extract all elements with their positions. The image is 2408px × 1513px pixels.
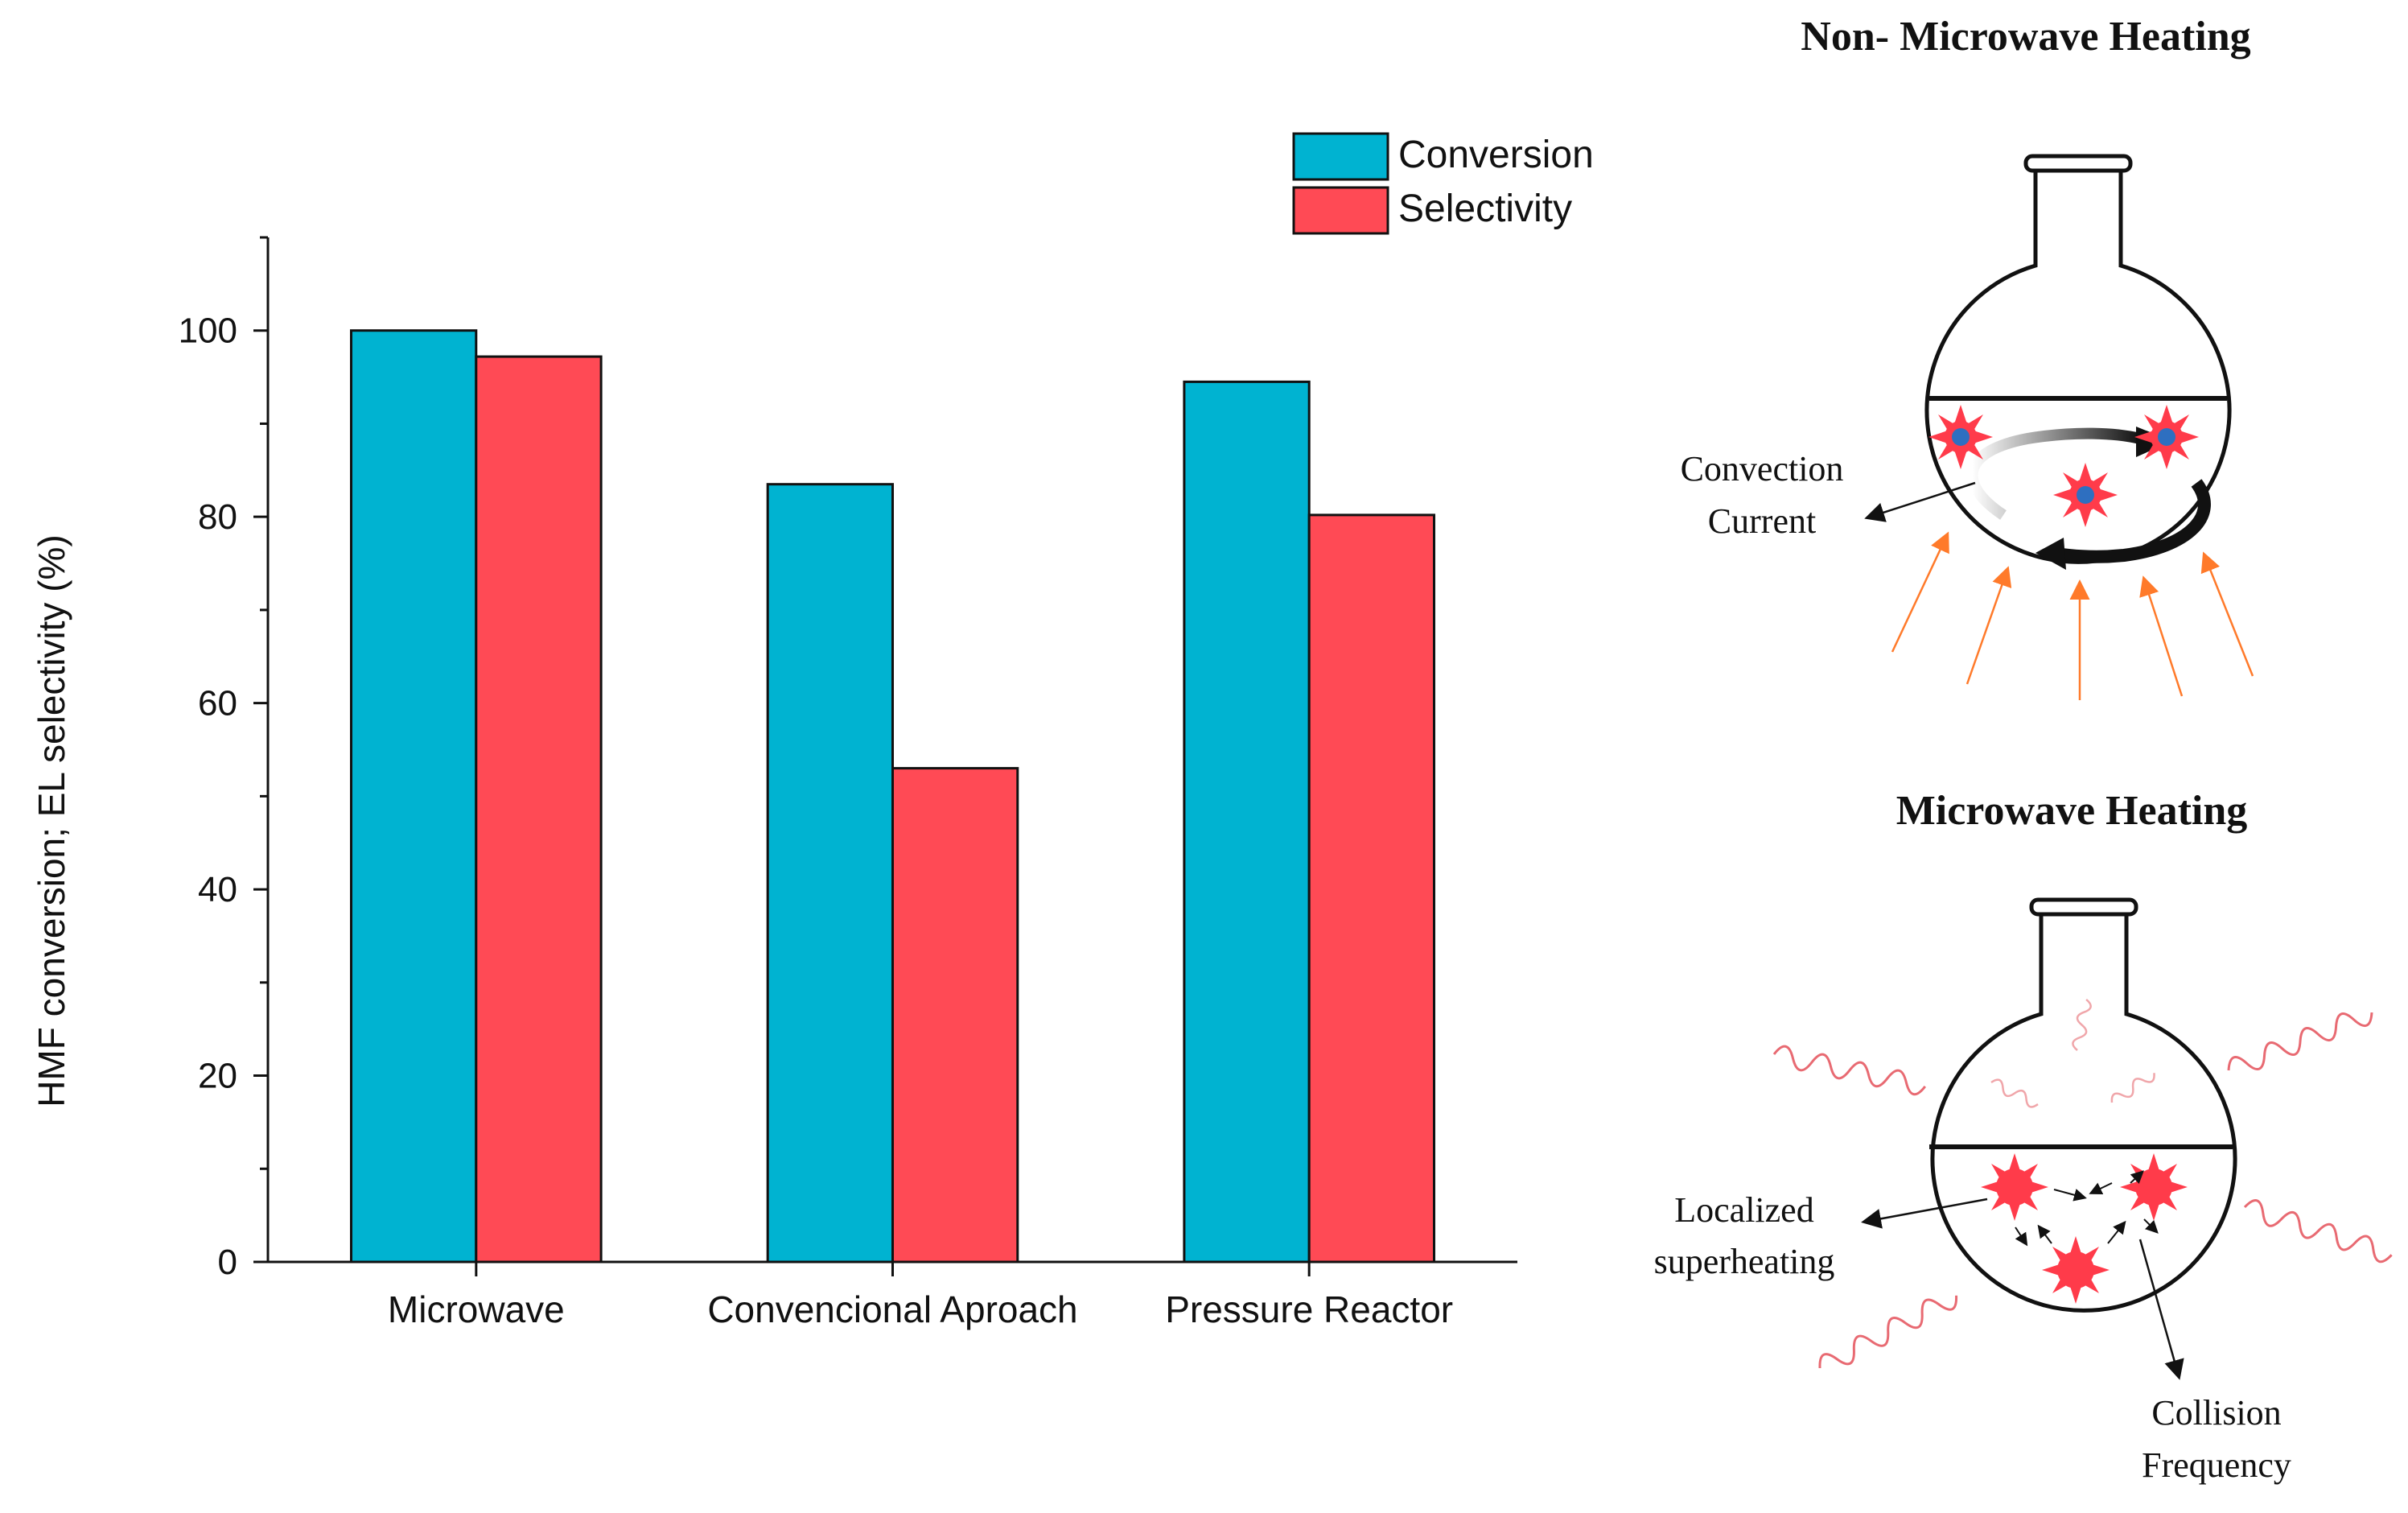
convection-label-line2: Current [1708, 501, 1816, 541]
collision-label-line2: Frequency [2142, 1445, 2291, 1485]
x-tick-label: Convencional Aproach [707, 1288, 1077, 1330]
x-tick-label: Pressure Reactor [1165, 1288, 1453, 1330]
non-microwave-heating-diagram: Non- Microwave Heating [1681, 14, 2254, 700]
x-ticks: Microwave Convencional Aproach Pressure Re… [388, 1262, 1453, 1330]
bar-chart: 0 20 40 60 80 100 Microwave Convencional Aproa… [31, 132, 1594, 1330]
legend-label-conversion: Conversion [1398, 134, 1594, 176]
molecule-icon [2134, 405, 2199, 469]
y-tick-label: 40 [198, 870, 237, 909]
flask-bottom [1929, 897, 2237, 1313]
x-tick-label: Microwave [388, 1288, 565, 1330]
legend-swatch-conversion [1292, 132, 1389, 181]
legend: Conversion Selectivity [1292, 132, 1594, 235]
y-tick-label: 100 [179, 311, 237, 351]
molecule-icon [2053, 463, 2118, 527]
microwave-waves [1772, 1012, 2393, 1369]
y-tick-label: 80 [198, 497, 237, 537]
y-axis-label: HMF conversion; EL selectivity (%) [31, 534, 72, 1107]
flask-bottom-body [1930, 914, 2237, 1313]
legend-swatch-selectivity [1292, 186, 1389, 235]
bar-conversion-1 [766, 483, 895, 1264]
collision-pointer-arrow [2138, 1239, 2184, 1380]
molecule-icon [1928, 405, 1993, 469]
bar-conversion-2 [1183, 380, 1311, 1264]
heat-arrows [1891, 531, 2254, 700]
bar-selectivity-2 [1307, 513, 1435, 1264]
y-tick-label: 20 [198, 1057, 237, 1096]
convection-pointer-arrow [1864, 481, 1976, 522]
molecule-icon [2120, 1153, 2188, 1221]
localized-label-line2: superheating [1654, 1242, 1835, 1281]
flask-bottom-rim [2029, 897, 2138, 917]
localized-label-line1: Localized [1674, 1190, 1813, 1230]
molecule-icon [1981, 1153, 2048, 1221]
collision-arrows [2015, 1170, 2159, 1247]
bars-group [350, 329, 1435, 1264]
flask-top-rim [2023, 154, 2133, 173]
collision-label-line1: Collision [2151, 1393, 2281, 1433]
inner-waves [1990, 999, 2155, 1108]
legend-label-selectivity: Selectivity [1398, 188, 1572, 230]
bar-selectivity-0 [475, 355, 603, 1264]
y-tick-label: 60 [198, 684, 237, 724]
non-microwave-title: Non- Microwave Heating [1801, 14, 2250, 60]
bar-conversion-0 [350, 329, 478, 1264]
molecule-icon [2042, 1236, 2110, 1304]
convection-label-line1: Convection [1681, 449, 1844, 489]
y-ticks: 0 20 40 60 80 100 [179, 236, 268, 1282]
microwave-heating-diagram: Microwave Heating [1654, 788, 2393, 1485]
y-tick-label: 0 [218, 1243, 237, 1282]
microwave-title: Microwave Heating [1896, 788, 2248, 834]
localized-pointer-arrow [1861, 1198, 1988, 1229]
bar-selectivity-1 [891, 767, 1019, 1264]
